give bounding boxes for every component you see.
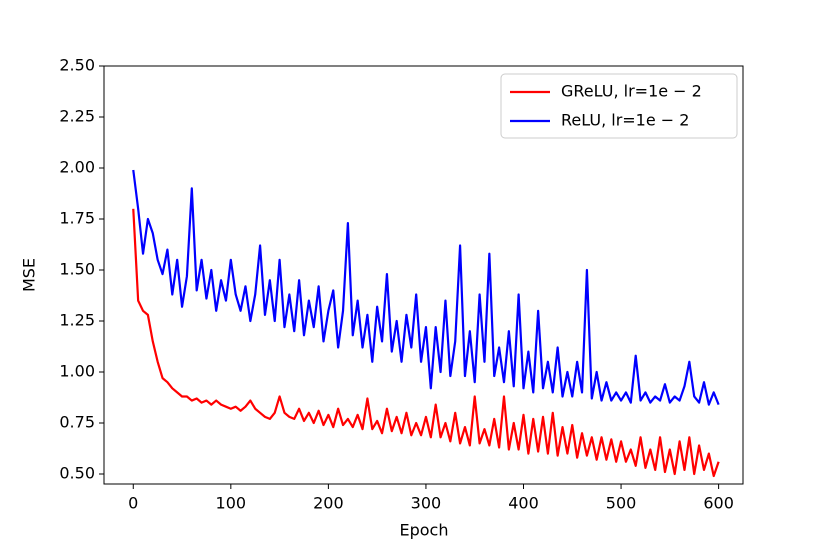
legend-label: ReLU, lr=1e − 2 (561, 111, 689, 130)
y-axis-label: MSE (20, 258, 39, 292)
y-tick-label: 2.50 (59, 56, 95, 75)
y-tick-label: 0.75 (59, 413, 95, 432)
y-tick-label: 1.75 (59, 209, 95, 228)
y-tick-label: 0.50 (59, 464, 95, 483)
y-tick-label: 1.25 (59, 311, 95, 330)
series-line (132, 169, 720, 406)
x-tick-label: 600 (703, 494, 734, 513)
x-tick-label: 200 (313, 494, 344, 513)
x-tick-label: 500 (606, 494, 637, 513)
y-tick-label: 1.00 (59, 362, 95, 381)
x-tick-label: 400 (508, 494, 539, 513)
x-axis-label: Epoch (400, 521, 449, 540)
y-tick-label: 1.50 (59, 260, 95, 279)
legend-label: GReLU, lr=1e − 2 (561, 82, 702, 101)
series-line (132, 208, 720, 478)
x-tick-label: 0 (128, 494, 138, 513)
x-tick-label: 100 (216, 494, 247, 513)
legend-box (500, 73, 738, 139)
y-tick-label: 2.25 (59, 107, 95, 126)
x-tick-label: 300 (411, 494, 442, 513)
plot-frame (103, 65, 744, 485)
y-tick-label: 2.00 (59, 158, 95, 177)
